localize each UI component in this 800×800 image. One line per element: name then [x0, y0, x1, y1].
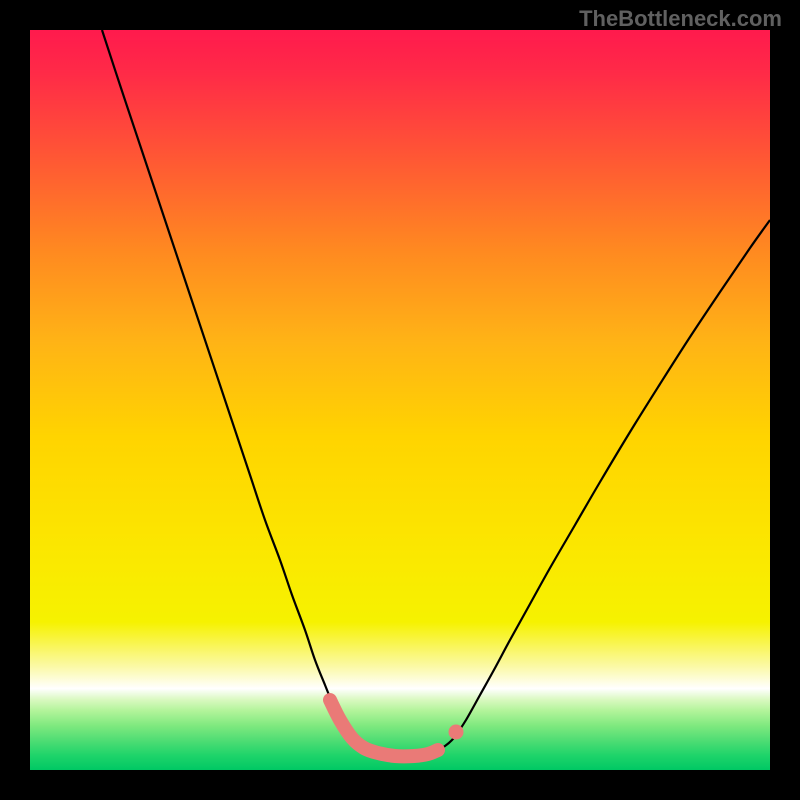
bottleneck-curve: [102, 30, 770, 756]
highlight-end-dot: [449, 725, 464, 740]
watermark-text: TheBottleneck.com: [579, 6, 782, 32]
optimal-range-highlight: [330, 700, 438, 756]
plot-area: [30, 30, 770, 770]
chart-svg: [30, 30, 770, 770]
